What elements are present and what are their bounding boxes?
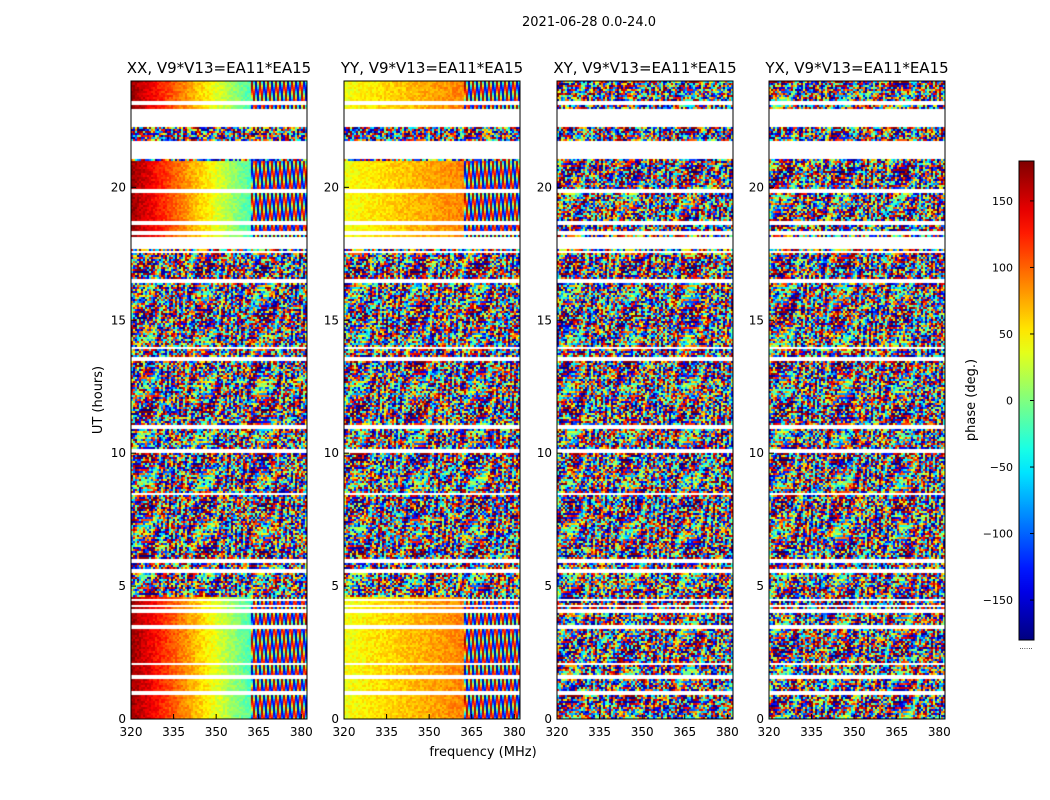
y-tick-label: 15 (324, 313, 339, 327)
x-tick-label: 335 (375, 725, 398, 739)
y-tick-label: 20 (324, 180, 339, 194)
x-tick-label: 380 (290, 725, 313, 739)
x-tick-label: 350 (631, 725, 654, 739)
y-tick-label: 0 (118, 712, 126, 726)
y-tick-label: 0 (331, 712, 339, 726)
y-tick-label: 20 (537, 180, 552, 194)
y-tick-label: 15 (111, 313, 126, 327)
x-tick-label: 335 (800, 725, 823, 739)
y-tick-label: 15 (749, 313, 764, 327)
colorbar-tick-label: 100 (992, 261, 1013, 274)
colorbar-tick-label: 0 (1006, 395, 1013, 408)
y-tick-label: 5 (544, 579, 552, 593)
y-tick-label: 10 (749, 446, 764, 460)
x-axis-label: frequency (MHz) (429, 745, 536, 760)
y-tick-label: 10 (537, 446, 552, 460)
panel-title-yx: YX, V9*V13=EA11*EA15 (764, 59, 948, 77)
x-tick-label: 350 (205, 725, 228, 739)
x-tick-label: 365 (460, 725, 483, 739)
colorbar-tick-label: −50 (990, 461, 1013, 474)
figure-suptitle: 2021-06-28 0.0-24.0 (522, 15, 656, 30)
panel-frame-yx (768, 80, 946, 720)
panel-frame-yy (343, 80, 521, 720)
colorbar-tick-label: −100 (983, 528, 1013, 541)
x-tick-label: 365 (885, 725, 908, 739)
y-tick-label: 0 (544, 712, 552, 726)
colorbar-tick-label: 50 (999, 328, 1013, 341)
x-tick-label: 320 (546, 725, 569, 739)
panel-frame-xy (556, 80, 734, 720)
y-tick-label: 5 (118, 579, 126, 593)
y-tick-label: 10 (111, 446, 126, 460)
x-tick-label: 320 (120, 725, 143, 739)
colorbar-footer: ...... (1019, 643, 1032, 651)
y-tick-label: 5 (756, 579, 764, 593)
x-tick-label: 320 (758, 725, 781, 739)
y-tick-label: 0 (756, 712, 764, 726)
x-tick-label: 365 (247, 725, 270, 739)
y-axis-label: UT (hours) (91, 366, 106, 434)
x-tick-label: 380 (928, 725, 951, 739)
panel-title-xx: XX, V9*V13=EA11*EA15 (127, 59, 311, 77)
panel-title-yy: YY, V9*V13=EA11*EA15 (340, 59, 523, 77)
panel-title-xy: XY, V9*V13=EA11*EA15 (553, 59, 736, 77)
y-tick-label: 10 (324, 446, 339, 460)
x-tick-label: 320 (333, 725, 356, 739)
y-tick-label: 20 (749, 180, 764, 194)
x-tick-label: 335 (162, 725, 185, 739)
y-tick-label: 20 (111, 180, 126, 194)
x-tick-label: 350 (843, 725, 866, 739)
y-tick-label: 5 (331, 579, 339, 593)
panel-frame-xx (130, 80, 308, 720)
x-tick-label: 365 (673, 725, 696, 739)
colorbar-tick-label: 150 (992, 195, 1013, 208)
x-tick-label: 335 (588, 725, 611, 739)
colorbar-tick-label: −150 (983, 594, 1013, 607)
x-tick-label: 350 (418, 725, 441, 739)
y-tick-label: 15 (537, 313, 552, 327)
colorbar-label: phase (deg.) (964, 359, 979, 441)
x-tick-label: 380 (503, 725, 526, 739)
x-tick-label: 380 (716, 725, 739, 739)
